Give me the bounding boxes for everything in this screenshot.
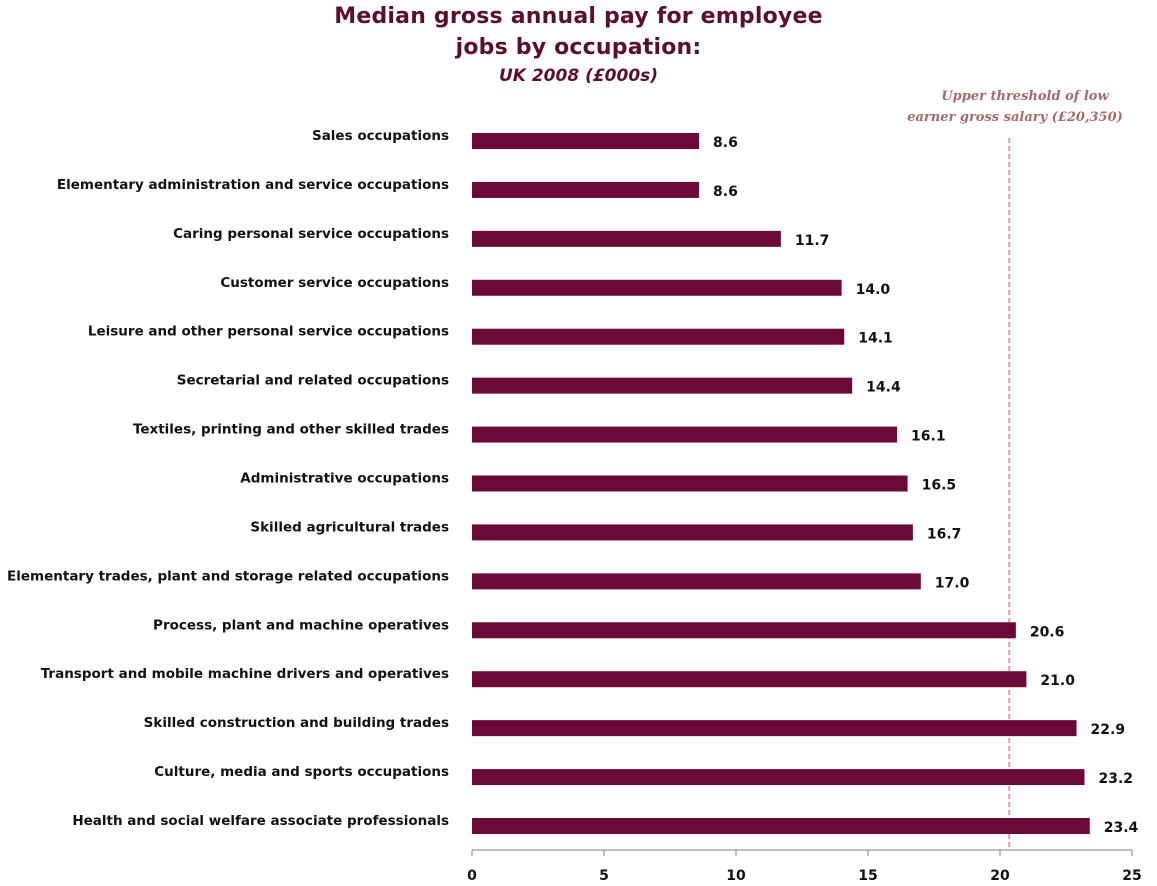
bar — [472, 671, 1027, 688]
data-label: 8.6 — [713, 135, 738, 151]
category-label: Sales occupations — [312, 128, 449, 144]
data-label: 16.7 — [927, 526, 962, 542]
chart-title-line1: Median gross annual pay for employee — [334, 4, 823, 29]
category-label: Leisure and other personal service occup… — [88, 324, 449, 340]
category-label: Customer service occupations — [220, 275, 449, 291]
category-label: Elementary administration and service oc… — [57, 177, 449, 193]
bar — [472, 133, 700, 149]
category-label: Skilled construction and building trades — [144, 715, 449, 731]
x-tick-label: 0 — [467, 868, 477, 884]
bar — [472, 720, 1077, 737]
threshold-label-line2: earner gross salary (£20,350) — [907, 110, 1123, 125]
data-label: 11.7 — [795, 233, 830, 249]
bar — [472, 573, 921, 590]
data-label: 21.0 — [1040, 673, 1075, 689]
x-tick-label: 25 — [1122, 868, 1141, 884]
data-label: 14.0 — [856, 282, 891, 298]
bar — [472, 524, 913, 541]
x-tick-label: 10 — [726, 868, 746, 884]
category-label: Culture, media and sports occupations — [154, 764, 449, 780]
bar — [472, 769, 1085, 786]
data-label: 17.0 — [935, 575, 970, 591]
bar — [472, 475, 908, 492]
category-label: Caring personal service occupations — [173, 226, 449, 242]
category-label: Process, plant and machine operatives — [153, 617, 449, 633]
bar — [472, 230, 781, 247]
data-label: 23.2 — [1098, 771, 1133, 787]
bar — [472, 328, 845, 345]
data-label: 16.5 — [922, 478, 957, 494]
threshold-label-line1: Upper threshold of low — [941, 89, 1109, 104]
bar — [472, 181, 700, 198]
category-label: Skilled agricultural trades — [250, 519, 449, 535]
x-tick-label: 20 — [990, 868, 1010, 884]
chart-title-line2: jobs by occupation: — [455, 35, 702, 60]
data-label: 16.1 — [911, 429, 946, 445]
bar — [472, 818, 1090, 834]
data-label: 14.1 — [858, 331, 893, 347]
category-label: Administrative occupations — [240, 471, 449, 487]
bar — [472, 377, 853, 394]
x-tick-label: 15 — [858, 868, 877, 884]
category-label: Health and social welfare associate prof… — [72, 813, 449, 829]
data-label: 14.4 — [866, 380, 901, 396]
category-label: Elementary trades, plant and storage rel… — [7, 568, 449, 584]
data-label: 23.4 — [1104, 820, 1139, 836]
chart-subtitle: UK 2008 (£000s) — [498, 66, 659, 86]
data-label: 22.9 — [1091, 722, 1126, 738]
data-label: 20.6 — [1030, 624, 1065, 640]
bar — [472, 279, 842, 296]
data-label: 8.6 — [713, 184, 738, 200]
category-label: Textiles, printing and other skilled tra… — [133, 422, 449, 438]
bar — [472, 426, 898, 443]
category-label: Transport and mobile machine drivers and… — [41, 666, 449, 682]
category-label: Secretarial and related occupations — [177, 373, 449, 389]
x-tick-label: 5 — [599, 868, 609, 884]
bar — [472, 622, 1016, 639]
